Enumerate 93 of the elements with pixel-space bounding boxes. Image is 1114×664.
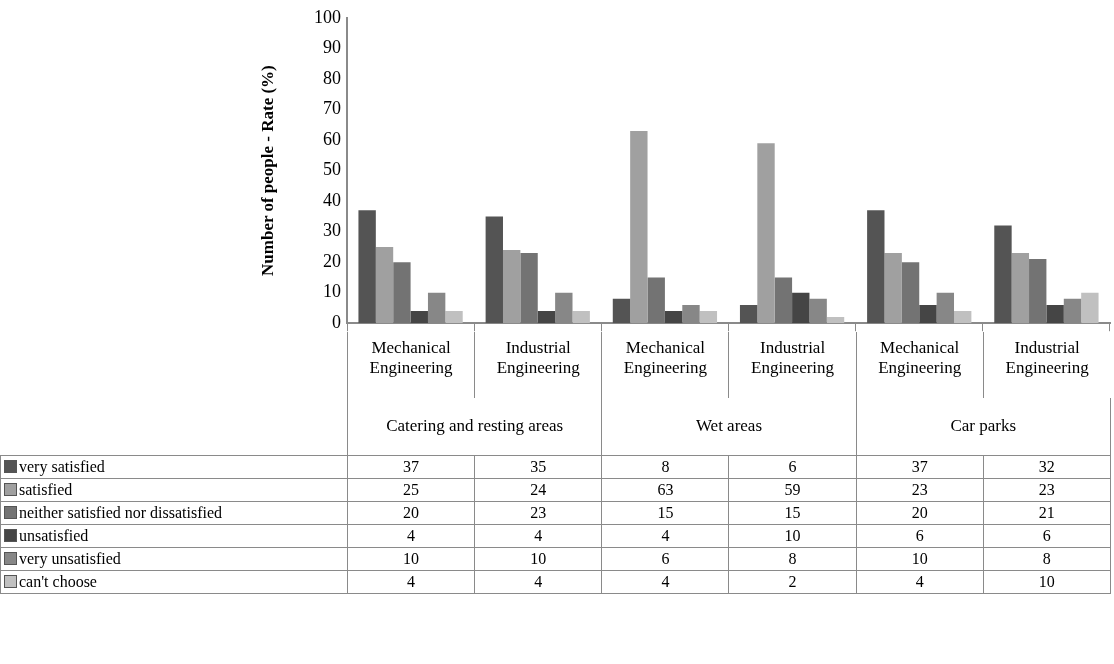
bar <box>375 246 394 324</box>
text: Wet areas <box>601 398 857 455</box>
data-label: 24 <box>474 478 602 501</box>
data-label: 4 <box>474 570 602 593</box>
data-label: 23 <box>856 478 984 501</box>
bar <box>1029 259 1047 324</box>
data-label: 20 <box>347 501 475 524</box>
data-label: 15 <box>601 501 729 524</box>
data-label: 10 <box>347 547 475 570</box>
bar <box>919 304 937 324</box>
bar <box>699 310 718 324</box>
bar <box>572 310 590 324</box>
legend-label: unsatisfied <box>0 524 348 547</box>
x-tick-label: Mechanical Engineering <box>601 332 729 398</box>
text: Catering and resting areas <box>347 398 602 455</box>
data-label: 37 <box>347 455 475 478</box>
data-label: 35 <box>474 455 602 478</box>
data-label: 37 <box>856 455 984 478</box>
data-label: 6 <box>983 524 1111 547</box>
data-label: 4 <box>601 570 729 593</box>
bar <box>1046 304 1064 324</box>
y-tick-label: 0 <box>332 311 341 332</box>
data-label: 4 <box>347 524 475 547</box>
bar <box>774 277 793 324</box>
bar <box>537 310 556 324</box>
data-label: 4 <box>601 524 729 547</box>
data-label: 6 <box>601 547 729 570</box>
data-label: 4 <box>347 570 475 593</box>
x-tick-label: Industrial Engineering <box>983 332 1111 398</box>
y-axis-title: Number of people - Rate (%) <box>257 65 277 276</box>
x-tick-label: Industrial Engineering <box>474 332 602 398</box>
data-label: 10 <box>856 547 984 570</box>
bar <box>485 216 503 324</box>
bar <box>520 253 538 324</box>
y-tick-label: 50 <box>323 159 341 180</box>
y-tick-label: 70 <box>323 98 341 119</box>
data-label: 2 <box>728 570 857 593</box>
data-label: 8 <box>728 547 857 570</box>
y-tick-label: 40 <box>323 189 341 210</box>
x-tick-label: Mechanical Engineering <box>856 332 984 398</box>
y-tick-label: 80 <box>323 67 341 88</box>
y-tick-label: 100 <box>314 6 341 27</box>
data-label: 4 <box>474 524 602 547</box>
data-label: 59 <box>728 478 857 501</box>
x-tick-label: Mechanical Engineering <box>347 332 475 398</box>
data-label: 32 <box>983 455 1111 478</box>
data-label: 6 <box>856 524 984 547</box>
bar <box>1081 292 1099 324</box>
y-tick-label: 20 <box>323 250 341 271</box>
data-label: 8 <box>983 547 1111 570</box>
bar <box>826 317 845 324</box>
data-label: 10 <box>728 524 857 547</box>
data-label: 25 <box>347 478 475 501</box>
bar <box>739 304 758 324</box>
y-tick-label: 60 <box>323 128 341 149</box>
data-label: 21 <box>983 501 1111 524</box>
bar <box>358 210 376 324</box>
bar <box>612 298 631 324</box>
legend-label: satisfied <box>0 478 348 501</box>
bar <box>630 130 648 324</box>
y-tick-label: 30 <box>323 220 341 241</box>
data-label: 10 <box>983 570 1111 593</box>
y-tick-label: 10 <box>323 281 341 302</box>
data-label: 6 <box>728 455 857 478</box>
data-label: 10 <box>474 547 602 570</box>
data-label: 23 <box>474 501 602 524</box>
legend-label: can't choose <box>0 570 348 593</box>
bar <box>867 210 885 324</box>
bar <box>1011 253 1030 324</box>
legend-label: very satisfied <box>0 455 348 478</box>
data-label: 20 <box>856 501 984 524</box>
bar <box>792 292 810 324</box>
legend-label: very unsatisfied <box>0 547 348 570</box>
bar <box>502 249 521 324</box>
bar <box>901 262 920 324</box>
bar <box>393 262 411 324</box>
x-tick-label: Industrial Engineering <box>728 332 857 398</box>
bar <box>884 253 902 324</box>
bar <box>647 277 665 324</box>
bar <box>994 225 1012 324</box>
data-label: 15 <box>728 501 857 524</box>
bar <box>954 310 972 324</box>
data-label: 8 <box>601 455 729 478</box>
bar <box>410 310 428 324</box>
text: Car parks <box>856 398 1111 455</box>
bar <box>445 310 463 324</box>
y-tick-label: 90 <box>323 37 341 58</box>
legend-label: neither satisfied nor dissatisfied <box>0 501 348 524</box>
bar <box>664 310 683 324</box>
data-label: 63 <box>601 478 729 501</box>
data-label: 23 <box>983 478 1111 501</box>
bar <box>757 143 775 324</box>
data-label: 4 <box>856 570 984 593</box>
